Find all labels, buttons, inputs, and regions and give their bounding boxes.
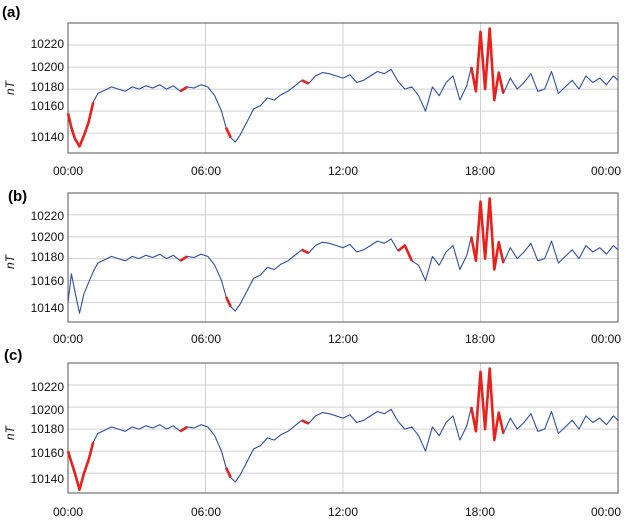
x-tick-label: 06:00 <box>191 505 221 519</box>
y-tick-label: 10220 <box>31 380 65 394</box>
y-tick-label: 10220 <box>31 37 65 51</box>
highlight-segment <box>179 255 188 262</box>
highlight-segment <box>66 102 95 148</box>
highlight-segment <box>224 127 232 139</box>
highlight-segment <box>301 419 310 425</box>
y-tick-label: 10180 <box>31 422 65 436</box>
panel-b: (b) nT 10140 10160 10180 10200 10220 00:… <box>3 188 621 346</box>
x-tick-label: 00:00 <box>591 505 621 519</box>
panel-label: (b) <box>8 188 27 205</box>
x-tick-label: 00:00 <box>591 332 621 346</box>
plot-frame <box>67 362 619 494</box>
y-tick-label: 10140 <box>31 130 65 144</box>
highlight-segment <box>397 244 413 262</box>
highlight-segment <box>470 367 505 442</box>
panel-label: (a) <box>2 4 20 21</box>
highlight-segment <box>301 79 310 85</box>
highlight-segment <box>224 296 232 308</box>
x-tick-label: 06:00 <box>191 332 221 346</box>
panel-c: (c) nT 10140 10160 10180 10200 10220 00:… <box>3 347 621 519</box>
y-axis-label: nT <box>3 424 17 440</box>
highlight-segment <box>301 248 310 255</box>
plot-frame <box>67 192 619 323</box>
x-tick-label: 12:00 <box>328 164 358 178</box>
x-tick-label: 18:00 <box>465 332 495 346</box>
highlight-segment <box>66 441 95 492</box>
x-tick-label: 00:00 <box>591 164 621 178</box>
highlight-segment <box>470 197 505 271</box>
y-tick-label: 10200 <box>31 403 65 417</box>
x-tick-label: 18:00 <box>465 505 495 519</box>
highlight-segment <box>470 27 505 102</box>
series-line <box>67 27 619 147</box>
y-tick-label: 10220 <box>31 209 65 223</box>
series-line <box>67 367 619 491</box>
y-tick-label: 10180 <box>31 250 65 264</box>
plot-frame <box>67 22 619 154</box>
y-tick-label: 10180 <box>31 80 65 94</box>
x-tick-label: 12:00 <box>328 332 358 346</box>
highlight-segment <box>179 425 188 433</box>
highlight-segment <box>224 467 232 479</box>
x-tick-label: 00:00 <box>53 332 83 346</box>
x-tick-label: 06:00 <box>191 164 221 178</box>
y-tick-label: 10160 <box>31 274 65 288</box>
x-tick-label: 12:00 <box>328 505 358 519</box>
y-tick-label: 10200 <box>31 60 65 74</box>
plot-area <box>66 22 619 154</box>
plot-area <box>66 362 619 494</box>
panel-label: (c) <box>4 347 22 364</box>
series-line <box>67 197 619 314</box>
highlight-segment <box>179 85 188 93</box>
plot-area <box>67 192 619 323</box>
x-tick-label: 18:00 <box>465 164 495 178</box>
panel-a: (a) nT 10140 10160 10180 10200 10220 00:… <box>2 4 621 178</box>
x-tick-label: 00:00 <box>53 164 83 178</box>
y-tick-label: 10160 <box>31 446 65 460</box>
y-axis-label: nT <box>3 79 17 95</box>
y-tick-label: 10160 <box>31 99 65 113</box>
y-tick-label: 10140 <box>31 472 65 486</box>
y-tick-label: 10140 <box>31 301 65 315</box>
y-axis-label: nT <box>3 253 17 269</box>
x-tick-label: 00:00 <box>53 505 83 519</box>
y-tick-label: 10200 <box>31 230 65 244</box>
